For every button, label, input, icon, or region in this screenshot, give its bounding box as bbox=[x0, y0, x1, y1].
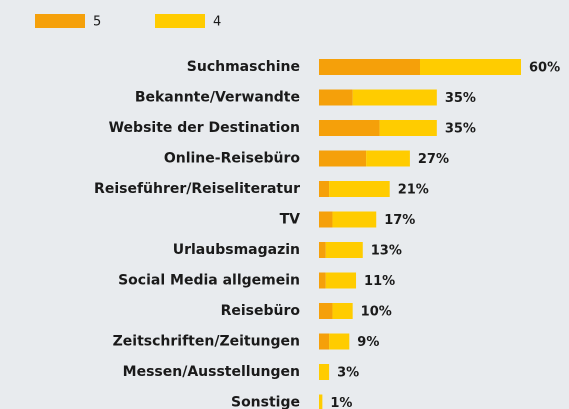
category-label: Urlaubsmagazin bbox=[173, 242, 300, 258]
total-label: 60% bbox=[529, 61, 560, 76]
bar-segment bbox=[352, 89, 437, 106]
bar-segment bbox=[319, 211, 333, 228]
bar-segment bbox=[319, 89, 353, 106]
category-label: Suchmaschine bbox=[187, 59, 300, 75]
category-label: Messen/Ausstellungen bbox=[123, 364, 300, 380]
legend-label: 5 bbox=[93, 15, 101, 30]
total-label: 35% bbox=[445, 122, 476, 137]
bar-segment bbox=[319, 181, 330, 197]
total-label: 35% bbox=[445, 91, 476, 106]
bar-segment bbox=[329, 181, 390, 197]
bar-segment bbox=[319, 242, 326, 258]
category-label: Reisebüro bbox=[221, 303, 301, 319]
total-label: 9% bbox=[357, 335, 379, 350]
bar-segment bbox=[319, 364, 330, 380]
bar-segment bbox=[319, 59, 420, 75]
bar-segment bbox=[325, 242, 363, 258]
total-label: 1% bbox=[330, 396, 352, 409]
bar-segment bbox=[319, 303, 333, 319]
total-label: 3% bbox=[337, 366, 359, 381]
bar-segment bbox=[366, 150, 410, 167]
legend-swatch bbox=[35, 14, 85, 28]
category-label: Website der Destination bbox=[109, 120, 300, 136]
legend-swatch bbox=[155, 14, 205, 28]
total-label: 10% bbox=[361, 305, 392, 320]
bar-segment bbox=[319, 272, 326, 289]
bar-segment bbox=[329, 333, 350, 350]
bar-segment bbox=[319, 150, 367, 167]
bar-segment bbox=[332, 211, 377, 228]
bar-segment bbox=[319, 120, 380, 136]
category-label: Bekannte/Verwandte bbox=[135, 90, 300, 106]
bar-segment bbox=[319, 333, 330, 350]
total-label: 21% bbox=[398, 183, 429, 198]
category-label: TV bbox=[280, 212, 301, 228]
total-label: 17% bbox=[384, 213, 415, 228]
total-label: 27% bbox=[418, 152, 449, 167]
legend-label: 4 bbox=[213, 15, 221, 30]
category-label: Social Media allgemein bbox=[118, 273, 300, 289]
category-label: Reiseführer/Reiseliteratur bbox=[94, 181, 300, 197]
category-label: Online-Reisebüro bbox=[164, 151, 301, 167]
bar-segment bbox=[420, 59, 521, 75]
bar-segment bbox=[325, 272, 357, 289]
category-label: Zeitschriften/Zeitungen bbox=[113, 334, 300, 350]
total-label: 11% bbox=[364, 274, 395, 289]
bar-segment bbox=[379, 120, 437, 136]
total-label: 13% bbox=[371, 244, 402, 259]
bar-segment bbox=[319, 394, 323, 409]
bar-segment bbox=[332, 303, 353, 319]
category-label: Sonstige bbox=[231, 395, 300, 409]
